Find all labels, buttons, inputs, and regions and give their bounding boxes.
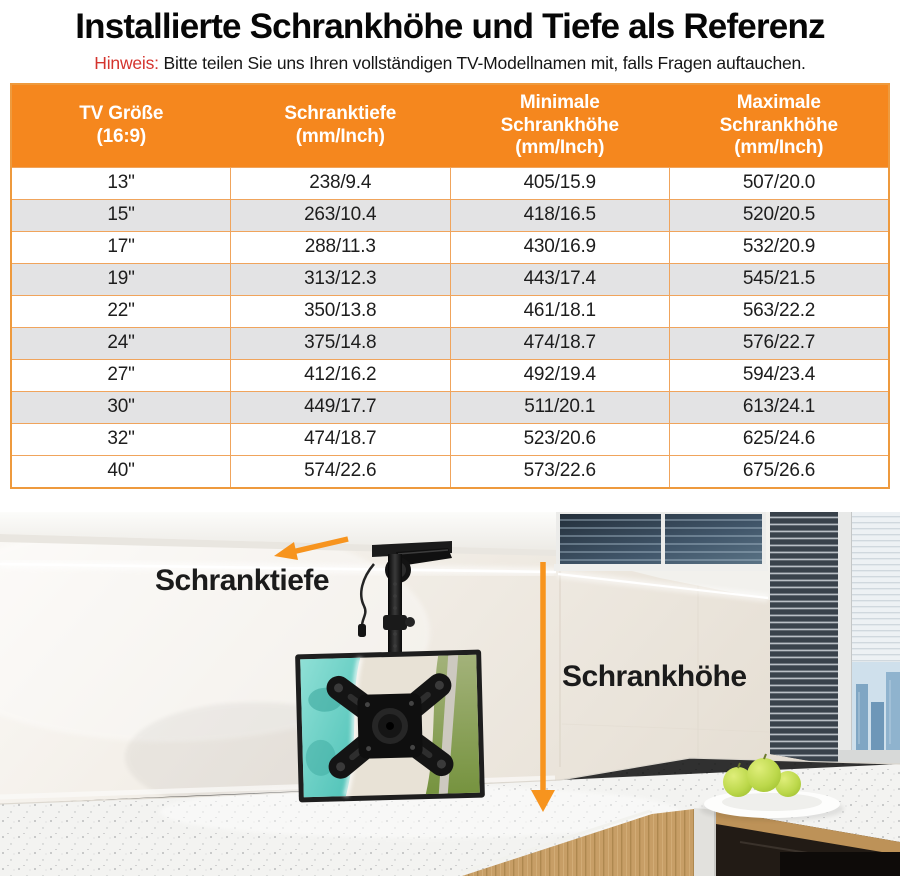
infographic-page: Installierte Schrankhöhe und Tiefe als R… [0, 7, 900, 876]
led-strip [0, 559, 769, 602]
table-cell: 32" [10, 423, 231, 457]
note-label: Hinweis: [94, 53, 159, 74]
table-header: TV Größe (16:9) Schranktiefe (mm/Inch) M… [11, 84, 889, 168]
table-cell: 263/10.4 [230, 199, 451, 233]
table-row: 15" 263/10.4 418/16.5 520/20.5 [10, 199, 890, 233]
table-row: 27" 412/16.2 492/19.4 594/23.4 [10, 359, 890, 393]
window [770, 512, 900, 766]
table-cell: 545/21.5 [669, 263, 890, 297]
height-arrow-icon [531, 562, 555, 812]
table-cell: 24" [10, 327, 231, 361]
depth-label: Schranktiefe [155, 564, 330, 597]
table-cell: 19" [10, 263, 231, 297]
table-cell: 350/13.8 [230, 295, 451, 329]
height-label: Schrankhöhe [562, 660, 747, 693]
table-cell: 443/17.4 [449, 263, 670, 297]
table-row: 30" 449/17.7 511/20.1 613/24.1 [10, 391, 890, 425]
table-cell: 27" [10, 359, 231, 393]
table-row: 40" 574/22.6 573/22.6 675/26.6 [10, 455, 890, 489]
apples [723, 753, 801, 797]
table-cell: 375/14.8 [230, 327, 451, 361]
glass-cabinet [554, 512, 768, 571]
kitchen-photo: Schranktiefe Schrankhöhe [0, 512, 900, 876]
table-row: 32" 474/18.7 523/20.6 625/24.6 [10, 423, 890, 457]
table-body: 13" 238/9.4 405/15.9 507/20.0 15" 263/10… [10, 167, 890, 489]
table-cell: 532/20.9 [669, 231, 890, 265]
table-cell: 430/16.9 [449, 231, 670, 265]
table-cell: 507/20.0 [669, 167, 890, 201]
tv [295, 649, 485, 803]
table-cell: 492/19.4 [449, 359, 670, 393]
mount-pole [388, 554, 402, 658]
column-header: Schranktiefe (mm/Inch) [230, 84, 450, 168]
pole-clamp [383, 615, 407, 630]
table-cell: 563/22.2 [669, 295, 890, 329]
table-row: 22" 350/13.8 461/18.1 563/22.2 [10, 295, 890, 329]
table-cell: 474/18.7 [230, 423, 451, 457]
column-header: Maximale Schrankhöhe (mm/Inch) [669, 84, 889, 168]
table-cell: 238/9.4 [230, 167, 451, 201]
page-title: Installierte Schrankhöhe und Tiefe als R… [75, 7, 825, 46]
table-cell: 511/20.1 [449, 391, 670, 425]
mount-cable [360, 563, 375, 627]
table-cell: 449/17.7 [230, 391, 451, 425]
table-cell: 22" [10, 295, 231, 329]
table-cell: 474/18.7 [449, 327, 670, 361]
window-sill [838, 750, 900, 766]
table-cell: 613/24.1 [669, 391, 890, 425]
fruit-plate [700, 753, 844, 821]
table-cell: 573/22.6 [449, 455, 670, 489]
table-cell: 675/26.6 [669, 455, 890, 489]
table-row: 13" 238/9.4 405/15.9 507/20.0 [10, 167, 890, 201]
size-reference-table: TV Größe (16:9) Schranktiefe (mm/Inch) M… [10, 83, 890, 490]
table-cell: 13" [10, 167, 231, 201]
table-cell: 594/23.4 [669, 359, 890, 393]
table-cell: 574/22.6 [230, 455, 451, 489]
table-cell: 576/22.7 [669, 327, 890, 361]
table-cell: 288/11.3 [230, 231, 451, 265]
table-row: 19" 313/12.3 443/17.4 545/21.5 [10, 263, 890, 297]
table-cell: 405/15.9 [449, 167, 670, 201]
table-cell: 418/16.5 [449, 199, 670, 233]
kitchen-photo-illustration [0, 512, 900, 876]
table-cell: 523/20.6 [449, 423, 670, 457]
base-cabinets [461, 808, 900, 876]
table-row: 24" 375/14.8 474/18.7 576/22.7 [10, 327, 890, 361]
vesa-bracket-icon [326, 673, 454, 779]
city-skyline [856, 672, 900, 750]
table-cell: 17" [10, 231, 231, 265]
table-cell: 520/20.5 [669, 199, 890, 233]
table-row: 17" 288/11.3 430/16.9 532/20.9 [10, 231, 890, 265]
table-cell: 412/16.2 [230, 359, 451, 393]
tv-mount [358, 541, 452, 658]
note: Hinweis: Bitte teilen Sie uns Ihren voll… [0, 53, 900, 74]
table-cell: 625/24.6 [669, 423, 890, 457]
depth-arrow-icon [274, 536, 349, 560]
column-header: TV Größe (16:9) [11, 84, 231, 168]
table-cell: 461/18.1 [449, 295, 670, 329]
header-row: TV Größe (16:9) Schranktiefe (mm/Inch) M… [11, 84, 889, 168]
note-text: Bitte teilen Sie uns Ihren vollständigen… [163, 53, 806, 74]
column-header: Minimale Schrankhöhe (mm/Inch) [450, 84, 670, 168]
table-cell: 40" [10, 455, 231, 489]
table-cell: 313/12.3 [230, 263, 451, 297]
table-cell: 30" [10, 391, 231, 425]
table-cell: 15" [10, 199, 231, 233]
